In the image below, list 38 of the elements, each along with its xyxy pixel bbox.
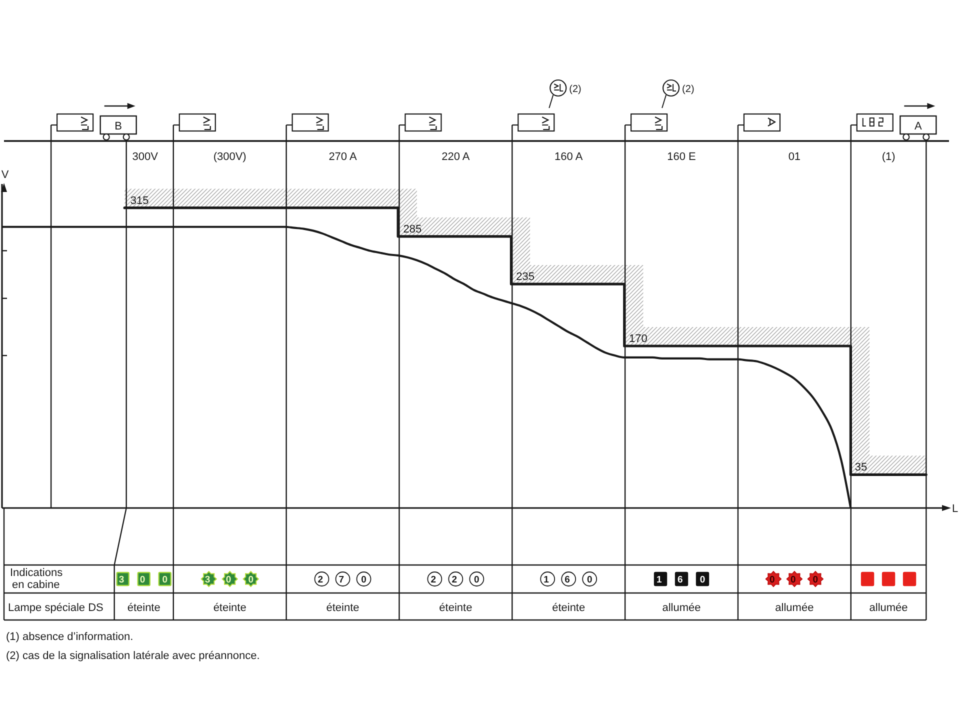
text: Lampe spéciale DS (8, 602, 104, 614)
text: 3 0 0 (204, 574, 254, 586)
text: 2 7 0 (318, 574, 366, 586)
text: éteinte (326, 602, 360, 614)
text: allumée (775, 602, 814, 614)
x-tick-label: 160 A (554, 151, 584, 163)
data-label: 285 (403, 223, 422, 236)
data-label: 35 (854, 462, 868, 474)
text: 1 6 0 (656, 574, 706, 586)
y-axis-title: V (1, 169, 10, 181)
text: éteinte (213, 602, 246, 614)
data-label: 235 (516, 271, 534, 284)
text: 1 6 0 (544, 574, 592, 586)
x-tick-label: 270 A (328, 151, 358, 163)
x-tick-label: (300V) (213, 151, 246, 163)
text: éteinte (552, 602, 586, 614)
data-label: 315 (130, 194, 149, 207)
text: (2) (682, 84, 694, 95)
x-tick-label: (1) (882, 151, 896, 163)
text: 2 2 0 (430, 574, 480, 586)
text: éteinte (127, 602, 160, 614)
data-label: 170 (629, 333, 648, 345)
text: (2) (569, 84, 582, 95)
text: (1) absence d’information. (6, 631, 134, 643)
text: 0 0 0 (769, 574, 818, 586)
text: allumée (869, 602, 908, 614)
text: Indications en cabine (10, 567, 66, 591)
x-tick-label: 220 A (442, 151, 470, 163)
x-tick-label: 300V (132, 151, 159, 163)
text: 3 0 0 (118, 574, 168, 586)
x-tick-label: 01 (788, 151, 801, 163)
x-tick-label: 160 E (667, 151, 696, 163)
text: B (114, 120, 122, 132)
x-axis-title: L (952, 503, 958, 515)
text: (2) cas de la signalisation latérale avec préannonce. (6, 650, 260, 662)
text: allumée (662, 602, 701, 614)
text: éteinte (439, 602, 472, 614)
text: A (914, 120, 923, 132)
